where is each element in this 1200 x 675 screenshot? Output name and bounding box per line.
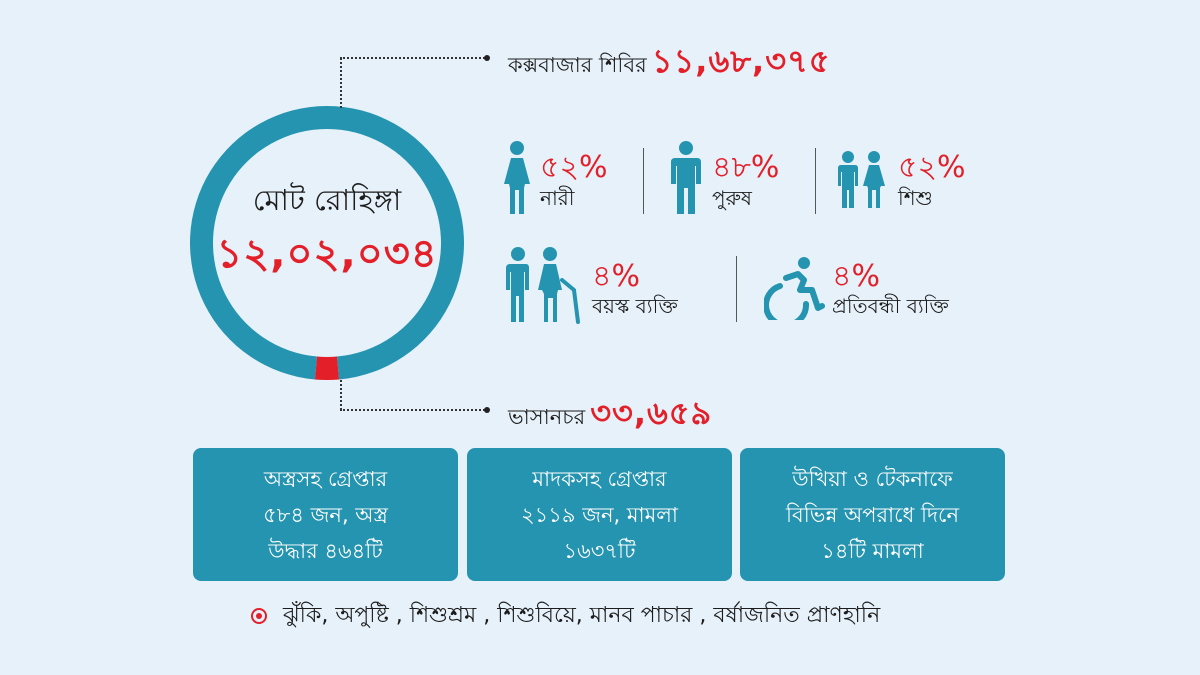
callout-coxs-bazar-label: কক্সবাজার শিবির <box>508 53 647 77</box>
children-icon <box>836 150 886 210</box>
ring-title: মোট রোহিঙ্গা <box>252 183 402 217</box>
leader-bottom-vertical <box>340 380 342 410</box>
callout-bhasan-char: ভাসানচর ৩৩,৬৫৯ <box>508 388 712 442</box>
man-label: পুরুষ <box>712 186 752 210</box>
card-drugs-arrest: মাদকসহ গ্রেপ্তার ২১১৯ জন, মামলা ১৬৩৭টি <box>467 448 732 581</box>
children-label: শিশু <box>898 186 933 210</box>
leader-bottom-horizontal <box>340 409 488 411</box>
callout-coxs-bazar-value: ১১,৬৮,৩৭৫ <box>651 42 831 80</box>
leader-bottom-end-dot <box>484 407 490 413</box>
separator-1 <box>643 148 644 214</box>
callout-bhasan-char-value: ৩৩,৬৫৯ <box>590 394 713 432</box>
card-daily-cases-line-3: ১৪টি মামলা <box>821 538 924 563</box>
card-arms-arrest-line-1: অস্ত্রসহ গ্রেপ্তার <box>263 466 388 491</box>
leader-top-vertical <box>340 58 342 108</box>
disabled-percent: ৪% <box>832 259 880 294</box>
elderly-percent: ৪% <box>592 259 640 294</box>
disabled-label: প্রতিবন্ধী ব্যক্তি <box>832 294 949 318</box>
callout-bhasan-char-label: ভাসানচর <box>508 405 586 429</box>
donut-slice-bhasan-char <box>314 356 340 380</box>
donut-chart <box>190 106 464 380</box>
card-drugs-arrest-line-2: ২১১৯ জন, মামলা <box>520 502 679 527</box>
man-percent: ৪৮% <box>712 150 780 185</box>
woman-label: নারী <box>540 186 575 210</box>
leader-top-end-dot <box>484 55 490 61</box>
woman-icon <box>500 140 534 216</box>
ring-total-value: ১২,০২,০৩৪ <box>216 231 438 277</box>
children-percent: ৫২% <box>898 150 966 185</box>
woman-percent: ৫২% <box>540 150 608 185</box>
leader-top-horizontal <box>340 57 488 59</box>
man-icon <box>668 140 704 216</box>
card-arms-arrest: অস্ত্রসহ গ্রেপ্তার ৫৮৪ জন, অস্ত্র উদ্ধার… <box>193 448 458 581</box>
footer-risks-text: ঝুঁকি, অপুষ্টি , শিশুশ্রম , শিশুবিয়ে, ম… <box>283 603 881 628</box>
card-daily-cases-line-2: বিভিন্ন অপরাধে দিনে <box>786 502 959 527</box>
card-arms-arrest-line-3: উদ্ধার ৪৬৪টি <box>268 538 383 563</box>
separator-3 <box>736 256 737 322</box>
callout-coxs-bazar: কক্সবাজার শিবির ১১,৬৮,৩৭৫ <box>508 36 831 90</box>
card-drugs-arrest-line-1: মাদকসহ গ্রেপ্তার <box>532 466 667 491</box>
red-target-dot-icon <box>251 608 267 624</box>
card-daily-cases-line-1: উখিয়া ও টেকনাফে <box>792 466 953 491</box>
elderly-label: বয়স্ক ব্যক্তি <box>592 294 678 318</box>
card-daily-cases: উখিয়া ও টেকনাফে বিভিন্ন অপরাধে দিনে ১৪ট… <box>740 448 1005 581</box>
card-drugs-arrest-line-3: ১৬৩৭টি <box>563 538 636 563</box>
card-arms-arrest-line-2: ৫৮৪ জন, অস্ত্র <box>263 502 388 527</box>
elderly-couple-icon <box>498 246 582 326</box>
wheelchair-icon <box>764 256 826 320</box>
separator-2 <box>815 148 816 214</box>
